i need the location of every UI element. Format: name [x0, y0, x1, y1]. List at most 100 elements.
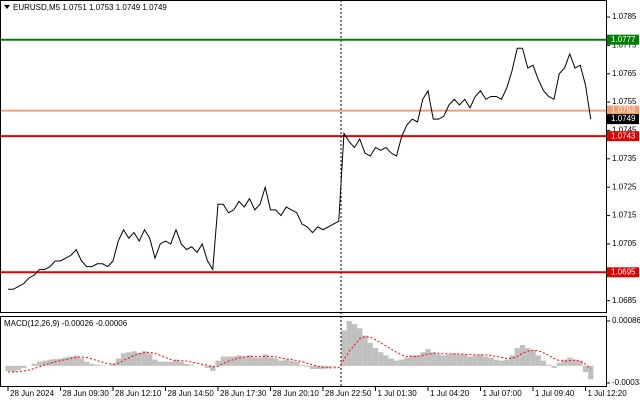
macd-bar — [372, 348, 379, 366]
macd-bar — [493, 359, 499, 366]
macd-bar — [409, 355, 415, 366]
level-box — [607, 131, 639, 142]
macd-bar — [572, 359, 578, 366]
macd-bar — [173, 359, 179, 366]
macd-bar — [546, 364, 552, 366]
macd-bar — [120, 353, 127, 366]
macd-bar — [304, 365, 310, 367]
macd-bar — [42, 360, 48, 366]
macd-bar — [204, 365, 211, 368]
macd-bar — [414, 355, 421, 366]
x-tick-label: 1 Jul 12:20 — [588, 389, 628, 398]
macd-bar — [430, 352, 436, 366]
macd-bar — [393, 360, 400, 366]
macd-bar — [498, 360, 505, 366]
macd-bar — [330, 365, 337, 367]
macd-bar — [530, 350, 536, 366]
x-tick-label: 28 Jun 17:30 — [220, 389, 267, 398]
macd-bar — [131, 351, 137, 366]
macd-bar — [78, 358, 85, 366]
macd-bar — [278, 360, 284, 366]
macd-bar — [404, 357, 410, 366]
chart-title: EURUSD,M5 1.0751 1.0753 1.0749 1.0749 — [13, 3, 167, 12]
x-tick-label: 28 Jun 14:50 — [168, 389, 215, 398]
y-tick-label: 1.0685 — [612, 296, 637, 305]
y-tick-label: 1.0715 — [612, 211, 637, 220]
macd-bar — [246, 355, 253, 366]
y-tick-label: 1.0725 — [612, 182, 637, 191]
last-price-label: 1.0749 — [611, 114, 636, 123]
macd-bar — [152, 359, 158, 366]
x-tick-label: 28 Jun 12:10 — [115, 389, 162, 398]
macd-bar — [57, 358, 64, 366]
level-label: 1.0777 — [611, 35, 636, 44]
macd-bar — [456, 354, 463, 366]
macd-bar — [178, 361, 184, 366]
macd-bar — [15, 365, 22, 370]
y-tick-label: 1.0745 — [612, 126, 637, 135]
y-tick-label: 1.0755 — [612, 97, 637, 106]
level-box — [607, 105, 639, 116]
level-box — [607, 34, 639, 45]
macd-bar — [210, 365, 216, 372]
macd-bar — [299, 364, 305, 366]
macd-panel — [0, 316, 607, 387]
x-tick-label: 28 Jun 22:50 — [325, 389, 372, 398]
macd-bar — [5, 365, 11, 372]
price-line — [8, 47, 592, 290]
macd-bar — [110, 363, 116, 366]
macd-bar — [525, 348, 531, 366]
macd-bar — [115, 358, 121, 366]
level-box — [607, 267, 639, 278]
macd-bar — [504, 359, 510, 366]
macd-bar — [346, 321, 352, 366]
macd-bar — [52, 359, 58, 366]
macd-bar — [273, 358, 279, 366]
signal-line — [8, 336, 592, 373]
macd-bar — [582, 365, 589, 373]
macd-bar — [94, 364, 100, 366]
macd-bar — [420, 352, 426, 366]
y-tick-label: 1.0775 — [612, 40, 637, 49]
macd-bar — [236, 355, 242, 366]
macd-bar — [540, 360, 547, 366]
macd-bar — [388, 358, 394, 366]
macd-bar — [462, 354, 468, 366]
macd-bar — [220, 356, 226, 366]
macd-bar — [383, 355, 389, 366]
macd-bar — [561, 359, 568, 366]
macd-bar — [378, 352, 384, 366]
macd-bar — [315, 365, 321, 369]
x-tick-label: 1 Jul 07:00 — [483, 389, 523, 398]
macd-bar — [483, 356, 489, 366]
x-tick-label: 28 Jun 09:30 — [63, 389, 110, 398]
macd-bar — [535, 355, 541, 366]
macd-bar — [36, 361, 43, 366]
macd-bar — [367, 342, 373, 366]
x-tick-label: 28 Jun 2024 — [10, 389, 55, 398]
x-tick-label: 1 Jul 04:20 — [430, 389, 470, 398]
macd-title: MACD(12,26,9) -0.00026 -0.00006 — [4, 319, 128, 328]
macd-bar — [451, 353, 457, 366]
macd-bar — [89, 363, 95, 366]
macd-bar — [309, 365, 316, 369]
macd-bar — [577, 360, 583, 366]
price-panel — [0, 0, 607, 313]
macd-bar — [567, 357, 573, 366]
x-tick-label: 28 Jun 20:10 — [273, 389, 320, 398]
macd-bar — [588, 365, 594, 380]
macd-bar — [267, 357, 274, 366]
macd-bar — [21, 365, 27, 368]
macd-bar — [509, 355, 515, 366]
macd-bar — [73, 355, 79, 366]
macd-bar — [10, 365, 16, 373]
macd-bar — [294, 361, 300, 366]
macd-bar — [262, 354, 268, 366]
macd-bar — [435, 354, 442, 366]
last-price-box — [607, 114, 639, 125]
macd-bar — [126, 352, 132, 366]
macd-bar — [519, 344, 526, 366]
macd-bar — [84, 361, 90, 366]
macd-bar — [157, 361, 163, 366]
